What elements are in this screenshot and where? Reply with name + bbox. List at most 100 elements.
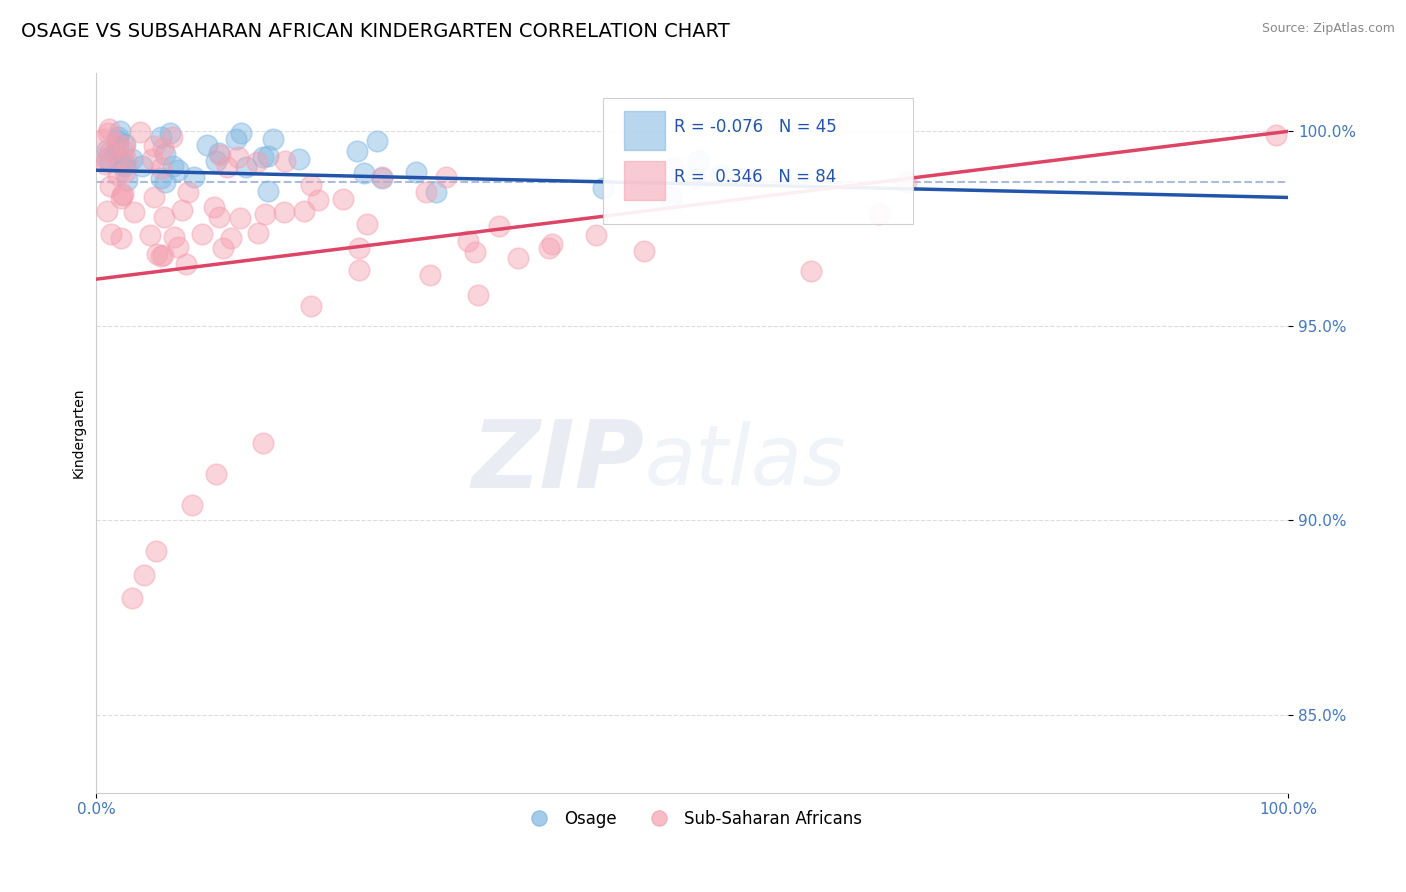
Point [139,227,162,242]
Point [91,132,114,146]
FancyBboxPatch shape [624,112,665,150]
Point [153,210,176,224]
Point [96,143,118,157]
Point [111,188,134,202]
Point [217,160,239,174]
Point [257,184,280,198]
Text: Source: ZipAtlas.com: Source: ZipAtlas.com [1261,22,1395,36]
Point [371,169,394,184]
Point [685,171,707,186]
Point [633,244,655,259]
Point [108,123,131,137]
Point [204,200,226,214]
Point [366,135,388,149]
Legend: Osage, Sub-Saharan Africans: Osage, Sub-Saharan Africans [516,804,869,835]
Point [868,207,890,221]
Point [149,249,172,263]
Text: R =  0.346   N = 84: R = 0.346 N = 84 [675,169,837,186]
Point [114,165,136,179]
Point [132,567,155,582]
Point [235,160,257,174]
Point [98,121,121,136]
Point [162,159,184,173]
Point [117,154,139,169]
Point [347,262,370,277]
Point [464,244,486,259]
Point [262,132,284,146]
Point [142,190,165,204]
Point [183,169,205,184]
Point [896,175,918,189]
Point [299,299,322,313]
Point [1265,128,1288,143]
Point [114,159,136,173]
Point [208,146,231,161]
Point [209,148,232,162]
Point [145,544,167,558]
Point [112,138,135,153]
Point [93,151,115,165]
Point [219,231,242,245]
Point [105,133,128,147]
Point [114,155,136,169]
Point [107,130,129,145]
Point [142,139,165,153]
Point [225,132,247,146]
Point [149,171,172,186]
Point [114,137,136,152]
Point [252,435,274,450]
Point [174,257,197,271]
Point [96,203,118,218]
Point [347,241,370,255]
Point [800,264,823,278]
Point [254,207,277,221]
Point [686,153,709,168]
Point [177,186,200,200]
Point [204,467,226,481]
Point [288,152,311,166]
Point [159,126,181,140]
Point [585,227,607,242]
Point [229,126,252,140]
Point [107,140,129,154]
Point [332,192,354,206]
Point [122,204,145,219]
Point [252,150,274,164]
Point [205,154,228,169]
Point [150,161,173,175]
Point [146,246,169,260]
Point [246,155,269,169]
Point [110,231,132,245]
Point [228,211,250,226]
Point [98,179,121,194]
Point [434,169,457,184]
Point [141,153,163,167]
Point [110,191,132,205]
Point [257,149,280,163]
Point [207,211,229,225]
Point [405,165,427,179]
Point [163,230,186,244]
Point [98,153,121,168]
Point [274,153,297,168]
Point [121,152,143,166]
Point [160,129,183,144]
Point [100,227,122,242]
Point [167,163,190,178]
Point [131,159,153,173]
Point [115,173,138,187]
Point [226,150,249,164]
Text: R = -0.076   N = 45: R = -0.076 N = 45 [675,118,837,136]
Text: OSAGE VS SUBSAHARAN AFRICAN KINDERGARTEN CORRELATION CHART: OSAGE VS SUBSAHARAN AFRICAN KINDERGARTEN… [21,22,730,41]
Point [150,129,173,144]
Point [659,190,682,204]
Point [425,186,447,200]
Point [128,125,150,139]
Point [662,161,685,176]
Point [346,144,368,158]
Point [172,203,194,218]
Point [371,171,394,186]
Point [709,169,731,183]
Point [166,240,188,254]
Point [508,251,530,265]
